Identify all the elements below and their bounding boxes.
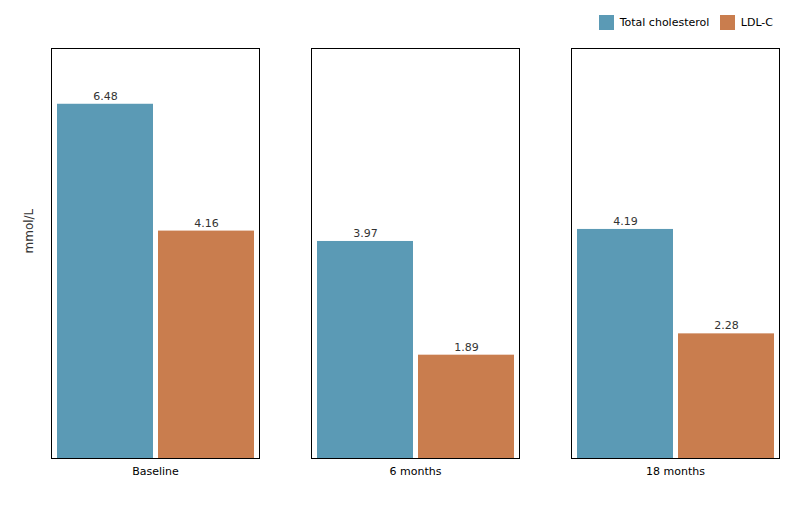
svg-text:2.28: 2.28 — [714, 319, 739, 332]
html-text:Total cholesterol: Total cholesterol — [619, 16, 710, 29]
svg-text:1.89: 1.89 — [454, 341, 479, 354]
svg-text:6.48: 6.48 — [93, 90, 118, 103]
html-text:LDL-C: LDL-C — [740, 16, 773, 29]
svg-text:mmol/L: mmol/L — [22, 208, 36, 253]
svg-text:4.16: 4.16 — [194, 217, 219, 230]
svg-text:6 months: 6 months — [390, 465, 442, 478]
svg-text:18 months: 18 months — [646, 465, 705, 478]
svg-text:4.19: 4.19 — [613, 215, 638, 228]
svg-text:3.97: 3.97 — [353, 227, 378, 240]
svg-text:Baseline: Baseline — [132, 465, 179, 478]
